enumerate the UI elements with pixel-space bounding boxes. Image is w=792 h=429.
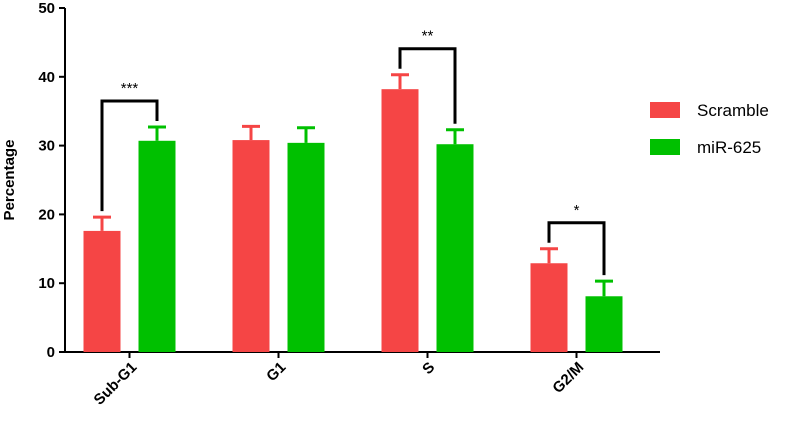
significance-label: ** [422, 28, 434, 45]
error-bar [540, 247, 558, 264]
significance-label: *** [121, 80, 139, 97]
significance-label: * [574, 202, 580, 219]
error-bar [391, 73, 409, 90]
x-tick-label: S [419, 359, 438, 378]
bar [287, 142, 325, 352]
bar [138, 140, 176, 352]
y-tick-label: 10 [38, 275, 55, 292]
bar [381, 89, 419, 353]
significance-bracket [100, 99, 159, 212]
significance-bracket [398, 47, 457, 124]
error-bar [595, 279, 613, 297]
legend-label: Scramble [697, 101, 769, 120]
x-tick-label: G1 [263, 359, 289, 385]
legend-swatch [650, 139, 680, 155]
error-bar [297, 126, 315, 143]
y-tick-label: 50 [38, 0, 55, 17]
error-bar [148, 125, 166, 141]
error-bar [446, 128, 464, 145]
x-tick-label: G2/M [549, 359, 587, 397]
bar [436, 144, 474, 352]
y-tick-label: 40 [38, 69, 55, 86]
error-bar [242, 124, 260, 141]
legend-swatch [650, 102, 680, 118]
error-bar [93, 215, 111, 231]
x-tick-label: Sub-G1 [91, 359, 141, 409]
legend-label: miR-625 [697, 138, 761, 157]
bar [585, 296, 623, 352]
y-tick-label: 20 [38, 206, 55, 223]
bar [232, 140, 270, 352]
y-tick-label: 0 [47, 344, 55, 361]
significance-bracket [547, 221, 606, 276]
bar [530, 263, 568, 352]
y-tick-label: 30 [38, 138, 55, 155]
bar [83, 230, 121, 352]
y-axis-label: Percentage [1, 140, 18, 221]
